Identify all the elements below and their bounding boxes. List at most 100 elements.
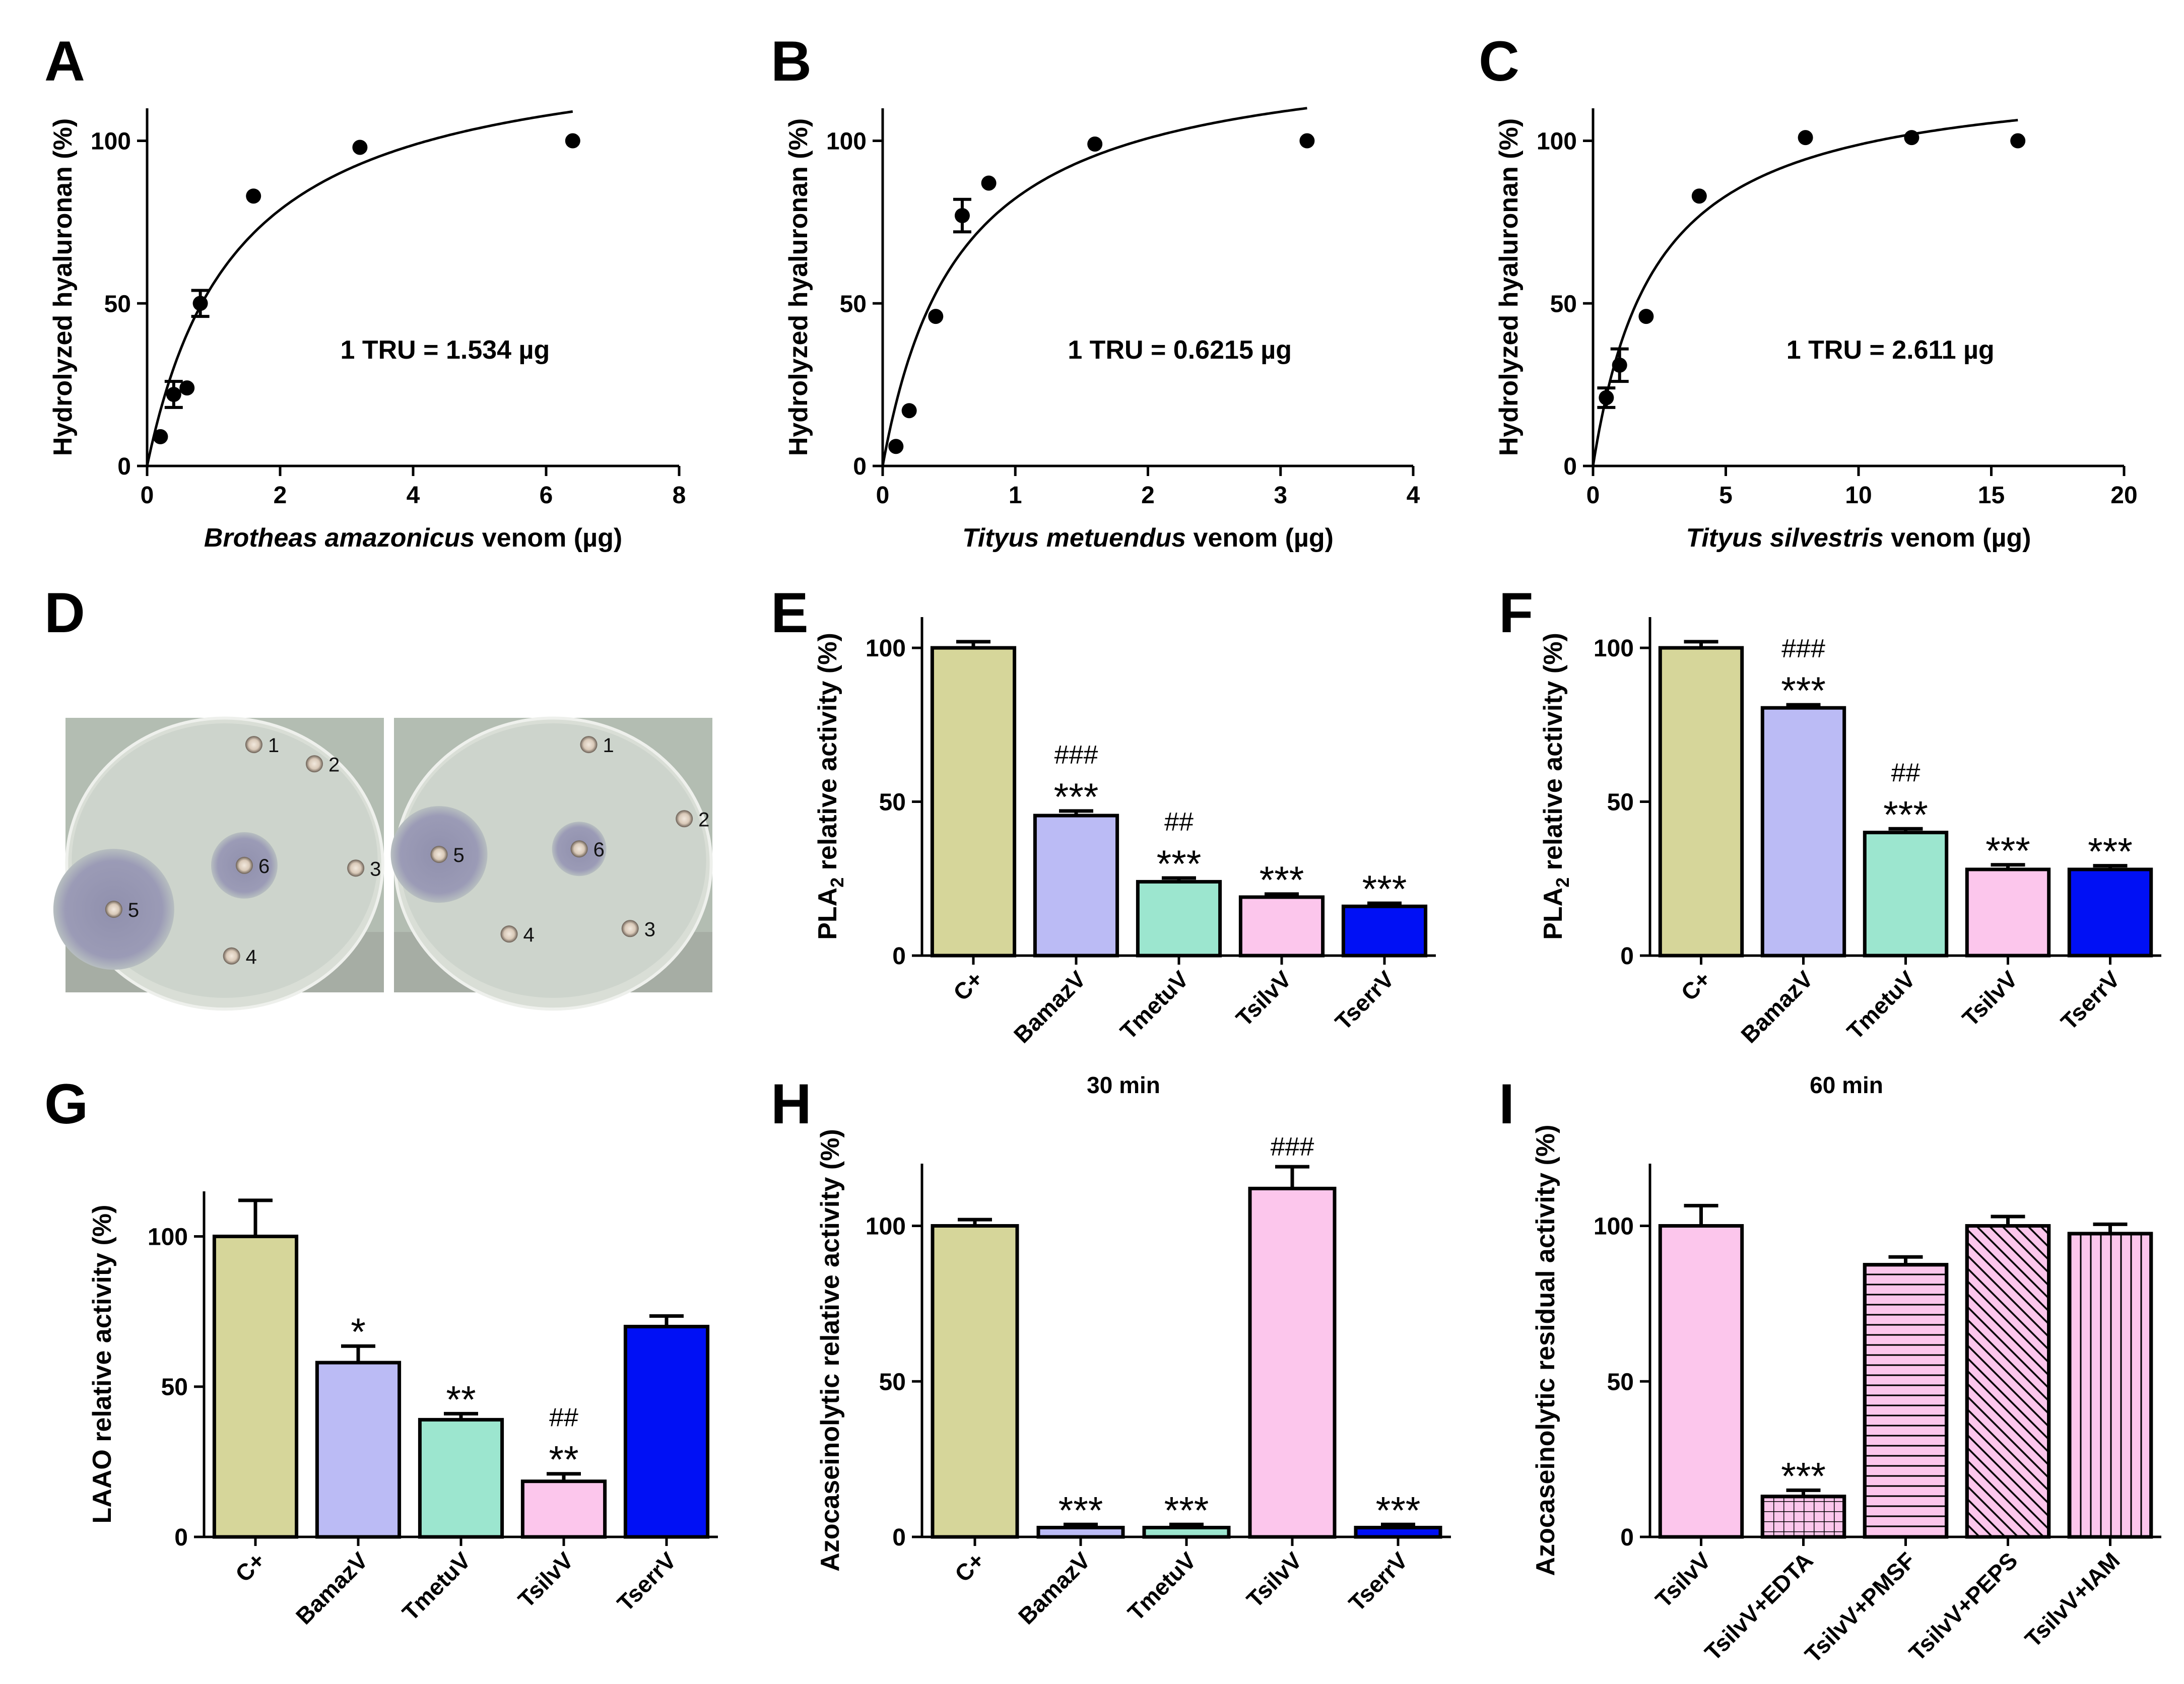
x-tick-label: 6 [540, 482, 553, 509]
y-tick-label: 50 [840, 291, 867, 317]
x-tick-label: 0 [1586, 482, 1600, 509]
y-axis-label: Hydrolyzed hyaluronan (%) [784, 118, 813, 456]
bar-c- [931, 1224, 1019, 1539]
significance-hashes: ### [1271, 1132, 1314, 1162]
x-tick-label: TsilvV+PEPS [1904, 1547, 2023, 1666]
y-axis-label: Hydrolyzed hyaluronan (%) [48, 118, 78, 456]
significance-hashes: ## [1164, 807, 1194, 837]
bar-tmetuv [1863, 831, 1949, 958]
bar-hatch-horiz [1863, 1263, 1949, 1539]
bar-hatch-vert [2067, 1232, 2153, 1539]
chart-h-azocaseinolytic-activity: 0 50 100 C+ *** BamazV *** TmetuV ### TsilvV *** Ts… [816, 1129, 1451, 1630]
significance-stars: *** [1054, 776, 1099, 819]
data-point-2 [901, 403, 917, 419]
x-tick-label: 8 [673, 482, 686, 509]
data-point-7 [565, 133, 580, 149]
agar-well [570, 840, 588, 858]
y-tick-label: 0 [1563, 453, 1577, 480]
x-tick-label: TsilvV [1650, 1547, 1715, 1612]
well-label: 2 [698, 809, 709, 831]
x-tick-label: TsilvV+IAM [2020, 1547, 2125, 1652]
x-tick-label: C+ [950, 1547, 989, 1587]
x-tick-label: 3 [1274, 482, 1287, 509]
y-axis-label: Azocaseinolytic residual activity (%) [1531, 1125, 1560, 1576]
significance-stars: *** [1986, 830, 2030, 872]
x-tick-label: BamazV [1736, 966, 1818, 1048]
y-tick-label: 0 [853, 453, 867, 480]
x-tick-label: 0 [141, 482, 154, 509]
agar-well [347, 859, 365, 877]
agar-well [500, 925, 518, 943]
x-axis-label-units: venom (µg) [1884, 523, 2031, 553]
well-label: 4 [246, 946, 257, 968]
x-tick-label: TserrV [612, 1547, 682, 1616]
agar-well [223, 947, 240, 965]
agar-well [105, 901, 122, 918]
data-point-4 [954, 208, 970, 223]
y-tick-label: 100 [1594, 635, 1634, 662]
well-label: 4 [523, 924, 535, 946]
x-tick-label: 2 [1141, 482, 1155, 509]
bar-hatch-diag [1965, 1224, 2051, 1539]
bar-bamazv [1760, 706, 1846, 958]
y-tick-label: 100 [148, 1224, 188, 1250]
plate-left: 1 2 3 4 5 6 [53, 716, 384, 1011]
y-tick-label: 50 [161, 1374, 188, 1401]
x-tick-label: TmetuV [1122, 1547, 1201, 1626]
chart-title: 60 min [1810, 1072, 1883, 1098]
significance-stars: *** [1157, 843, 1202, 886]
y-axis-label: Hydrolyzed hyaluronan (%) [1494, 118, 1524, 456]
data-point-6 [1087, 137, 1103, 152]
x-tick-label: TmetuV [1842, 966, 1921, 1044]
bar-tsilvv [1658, 1224, 1744, 1539]
x-tick-label: 4 [407, 482, 420, 509]
y-axis-label: PLA2 relative activity (%) [813, 633, 847, 940]
bar-hatch-grid [1760, 1495, 1846, 1539]
x-tick-label: BamazV [1009, 966, 1091, 1048]
well-label: 6 [258, 855, 270, 878]
y-axis-label-subscript: 2 [1552, 878, 1573, 888]
y-tick-label: 50 [104, 291, 131, 317]
panel-letter-d: D [44, 581, 85, 644]
well-label: 3 [644, 918, 655, 940]
x-tick-label: 2 [274, 482, 287, 509]
significance-hashes: ### [1781, 634, 1825, 663]
y-tick-label: 50 [1607, 789, 1634, 816]
fit-curve [146, 110, 573, 466]
well-label: 1 [603, 734, 614, 757]
chart-e-pla2-30min: 0 50 100 C+ *** ### BamazV *** ## TmetuV *** TsilvV… [813, 617, 1436, 1098]
agar-well [306, 755, 323, 773]
x-axis-label-units: venom (µg) [1186, 523, 1334, 553]
chart-b-hyaluronidase-tmetuendus: 0 50 100 0 1 2 3 4 1 TRU = 0.6215 µg Hydrolyzed h… [784, 107, 1420, 553]
significance-stars: *** [1164, 1489, 1209, 1532]
y-tick-label: 100 [1537, 128, 1577, 155]
data-point-1 [1599, 390, 1614, 406]
significance-stars: * [351, 1311, 366, 1354]
x-axis-label: Tityus silvestris venom (µg) [1686, 523, 2031, 553]
panel-letter-f: F [1499, 581, 1533, 644]
bar-tsilvv [1248, 1186, 1337, 1539]
well-label: 1 [268, 734, 279, 757]
y-tick-label: 100 [1594, 1214, 1634, 1240]
panel-letter-g: G [44, 1072, 88, 1135]
panel-letter-b: B [771, 30, 812, 93]
data-point-3 [928, 309, 944, 324]
panel-d-agar-plates: 1 2 3 4 5 6 1 2 3 4 5 6 [53, 716, 713, 1011]
chart-f-pla2-60min: 0 50 100 C+ *** ### BamazV *** ## TmetuV *** TsilvV… [1539, 617, 2161, 1098]
significance-stars: ** [446, 1378, 476, 1421]
agar-well [430, 846, 448, 863]
bar-tmetuv [1136, 880, 1222, 958]
bar-tsilvv [1238, 895, 1325, 958]
significance-stars: *** [2088, 831, 2133, 873]
x-axis-label-species: Brotheas amazonicus [204, 523, 475, 553]
y-tick-label: 100 [91, 128, 131, 155]
x-tick-label: TserrV [1344, 1547, 1413, 1616]
x-tick-label: 10 [1845, 482, 1872, 509]
x-tick-label: TserrV [1330, 966, 1400, 1035]
well-label: 5 [128, 899, 139, 921]
y-tick-label: 0 [892, 1524, 906, 1551]
bar-tsilvv [1965, 867, 2051, 958]
agar-well [235, 856, 253, 874]
significance-hashes: ## [549, 1403, 578, 1433]
data-point-5 [981, 175, 997, 191]
